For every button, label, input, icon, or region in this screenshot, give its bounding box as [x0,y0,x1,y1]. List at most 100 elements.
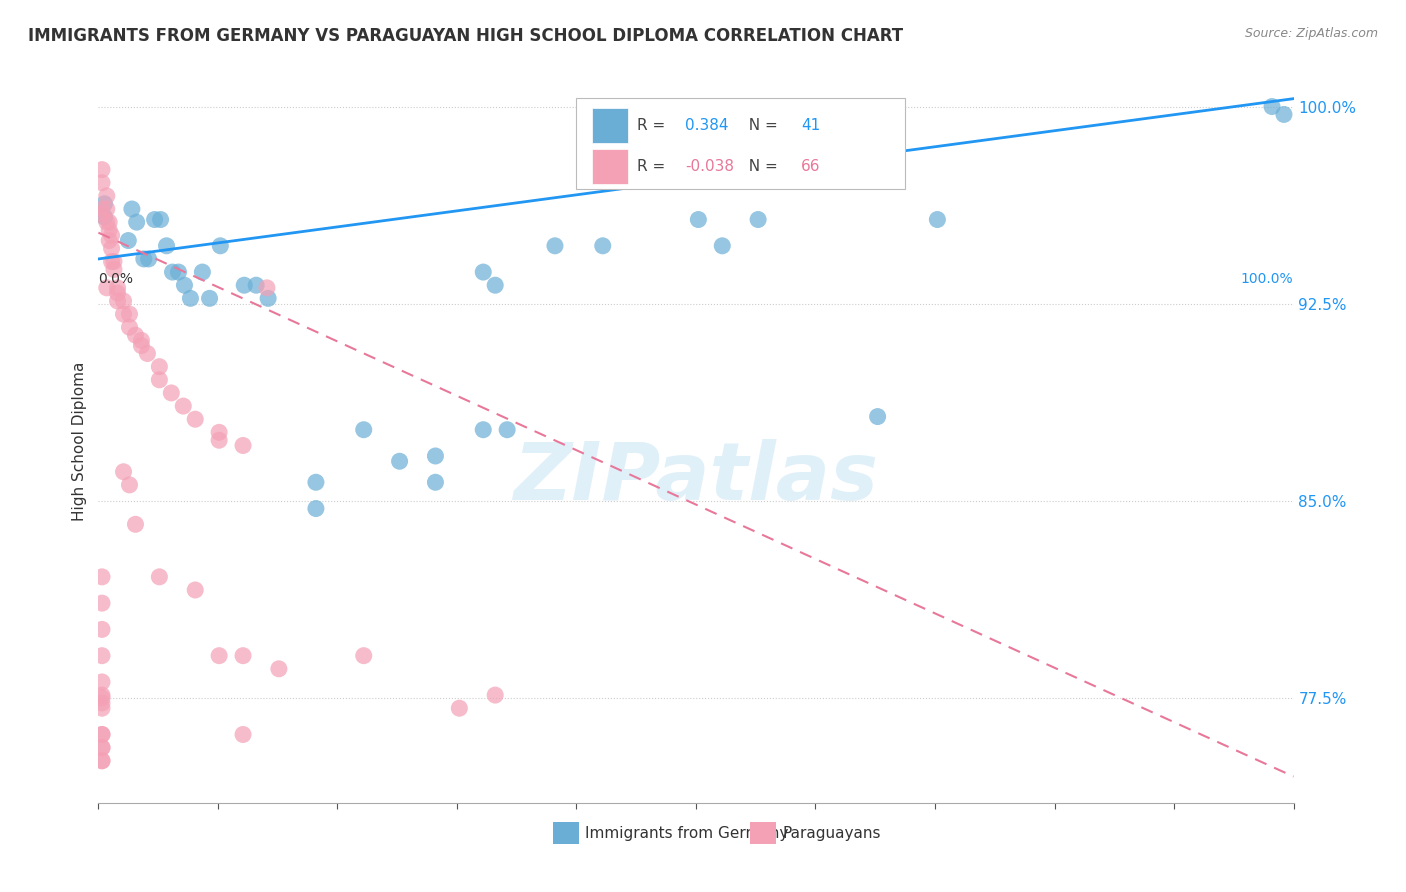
Point [91,688,114,702]
Point [124,328,146,343]
Text: R =: R = [637,118,671,133]
Text: R =: R = [637,160,671,174]
Text: 66: 66 [801,160,821,174]
Point [179,291,201,305]
Point [449,701,471,715]
Point [148,373,170,387]
Text: ZIPatlas: ZIPatlas [513,439,879,516]
Point [117,234,139,248]
Point [91,690,114,705]
Point [98,223,121,237]
Point [160,386,183,401]
Point [100,242,122,256]
Point [172,399,194,413]
Point [91,675,114,690]
Point [544,239,567,253]
Point [118,478,141,492]
Text: 41: 41 [801,118,820,133]
Point [472,423,495,437]
Point [112,293,135,308]
Text: Paraguayans: Paraguayans [782,826,880,840]
Point [256,281,278,295]
Bar [592,108,628,143]
Point [747,212,769,227]
Point [173,278,195,293]
Point [91,207,114,221]
Point [96,189,118,203]
Point [96,202,118,216]
Point [132,252,155,266]
Point [91,202,114,216]
Point [112,307,135,321]
Point [305,501,328,516]
Point [353,423,375,437]
Point [91,162,114,177]
Point [91,740,114,755]
Point [91,623,114,637]
Point [118,307,141,321]
Point [209,239,232,253]
Point [388,454,411,468]
Point [1261,99,1284,113]
Point [233,278,256,293]
Point [93,196,115,211]
Point [245,278,267,293]
Point [167,265,190,279]
Point [143,212,166,227]
Point [107,293,129,308]
Point [100,254,122,268]
Point [100,228,122,243]
Point [208,434,231,448]
Point [91,648,114,663]
Point [107,281,129,295]
Point [425,475,447,490]
Point [866,409,889,424]
Point [91,754,114,768]
Point [208,648,231,663]
Point [232,438,254,452]
Point [125,215,148,229]
Point [184,582,207,597]
Point [155,239,177,253]
Point [927,212,949,227]
Point [353,648,375,663]
Point [484,688,506,702]
Point [103,254,125,268]
Y-axis label: High School Diploma: High School Diploma [72,362,87,521]
Point [136,346,159,360]
Point [688,212,710,227]
Text: IMMIGRANTS FROM GERMANY VS PARAGUAYAN HIGH SCHOOL DIPLOMA CORRELATION CHART: IMMIGRANTS FROM GERMANY VS PARAGUAYAN HI… [28,27,903,45]
Point [472,265,495,279]
Point [208,425,231,440]
Point [711,239,734,253]
Point [91,176,114,190]
Point [267,662,290,676]
Point [425,449,447,463]
Point [91,570,114,584]
Point [96,281,118,295]
Point [149,212,172,227]
Point [148,570,170,584]
Point [148,359,170,374]
Point [98,234,121,248]
Point [91,596,114,610]
Point [96,215,118,229]
Text: 100.0%: 100.0% [1241,272,1294,285]
Bar [553,822,579,844]
FancyBboxPatch shape [576,98,905,189]
Point [103,262,125,277]
Point [257,291,280,305]
Point [232,727,254,741]
Point [91,727,114,741]
Point [118,320,141,334]
Point [184,412,207,426]
Text: Source: ZipAtlas.com: Source: ZipAtlas.com [1244,27,1378,40]
Point [305,475,328,490]
Point [107,286,129,301]
Point [91,754,114,768]
Text: N =: N = [740,118,783,133]
Bar [749,822,776,844]
Point [191,265,214,279]
Point [1272,107,1295,121]
Text: Immigrants from Germany: Immigrants from Germany [585,826,789,840]
